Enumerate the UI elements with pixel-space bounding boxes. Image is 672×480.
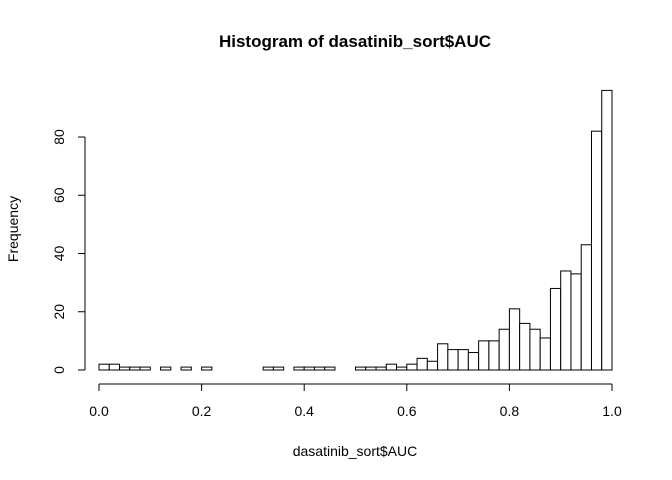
histogram-bar bbox=[129, 366, 141, 371]
histogram-bar bbox=[590, 130, 603, 371]
histogram-bar bbox=[498, 328, 510, 371]
x-tick-label: 0.0 bbox=[89, 403, 109, 419]
x-tick-label: 0.8 bbox=[500, 403, 520, 419]
y-tick-label: 80 bbox=[51, 129, 67, 145]
histogram-bar bbox=[467, 352, 480, 371]
y-tick-label: 0 bbox=[51, 366, 67, 374]
histogram-bar bbox=[365, 366, 377, 371]
histogram-bar bbox=[108, 363, 121, 371]
x-tick-label: 1.0 bbox=[602, 403, 622, 419]
chart-title: Histogram of dasatinib_sort$AUC bbox=[219, 32, 491, 51]
histogram-bar bbox=[549, 287, 562, 371]
histogram-bar bbox=[160, 366, 172, 371]
histogram-bars bbox=[98, 89, 613, 371]
histogram-bar bbox=[119, 366, 131, 371]
histogram-bar bbox=[375, 366, 387, 371]
histogram-bar bbox=[406, 363, 418, 371]
histogram-bar bbox=[437, 343, 449, 371]
y-axis: 0 20 40 60 80 bbox=[51, 129, 86, 374]
x-tick-label: 0.2 bbox=[192, 403, 212, 419]
histogram-bar bbox=[519, 322, 531, 371]
histogram-bar bbox=[529, 328, 541, 371]
histogram-bar bbox=[180, 366, 192, 371]
histogram-bar bbox=[478, 340, 490, 371]
histogram-bar bbox=[293, 366, 305, 371]
x-axis: 0.0 0.2 0.4 0.6 0.8 1.0 bbox=[89, 383, 622, 419]
histogram-bar bbox=[447, 349, 459, 371]
histogram-bar bbox=[313, 366, 326, 371]
histogram-bar bbox=[601, 89, 613, 371]
histogram-bar bbox=[539, 337, 551, 371]
histogram-bar bbox=[396, 366, 408, 371]
histogram-bar bbox=[457, 349, 469, 371]
histogram-bar bbox=[570, 273, 582, 371]
histogram-bar bbox=[98, 363, 110, 371]
histogram-bar bbox=[324, 366, 336, 371]
histogram-bar bbox=[201, 366, 213, 371]
histogram-bar bbox=[560, 270, 572, 371]
histogram-bar bbox=[385, 363, 398, 371]
histogram-bar bbox=[426, 360, 439, 371]
y-tick-label: 60 bbox=[51, 187, 67, 203]
x-tick-label: 0.4 bbox=[294, 403, 314, 419]
histogram-bar bbox=[580, 244, 592, 371]
x-axis-label: dasatinib_sort$AUC bbox=[293, 443, 418, 459]
x-tick-label: 0.6 bbox=[397, 403, 417, 419]
histogram-bar bbox=[355, 366, 367, 371]
histogram-bar bbox=[508, 308, 521, 371]
histogram-bar bbox=[262, 366, 274, 371]
histogram-bar bbox=[139, 366, 151, 371]
y-tick-label: 40 bbox=[51, 246, 67, 262]
y-axis-label: Frequency bbox=[5, 196, 21, 262]
histogram-bar bbox=[272, 366, 285, 371]
histogram-bar bbox=[303, 366, 315, 371]
y-tick-label: 20 bbox=[51, 304, 67, 320]
histogram-bar bbox=[416, 357, 428, 371]
histogram-bar bbox=[488, 340, 500, 371]
